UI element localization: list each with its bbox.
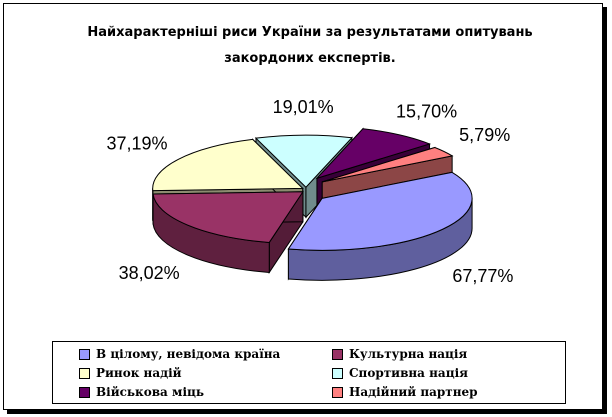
legend-label: Ринок надій [96,366,182,380]
pie-slice [152,190,304,275]
chart-title-line-2: закордоних експертів. [224,51,396,66]
legend-item: Військова міць [79,385,204,399]
legend-swatch [79,348,90,360]
legend-swatch [332,348,343,360]
pie-slice-top [315,128,432,180]
legend: В цілому, невідома країна Культурна наці… [52,341,566,404]
legend-swatch [332,367,343,379]
legend-item: В цілому, невідома країна [79,347,280,361]
legend-swatch [79,386,90,398]
data-label: 15,70% [396,101,457,121]
legend-swatch [79,367,90,379]
legend-label: В цілому, невідома країна [96,347,281,361]
pie-slice-top [152,191,304,243]
pie-slice-top [287,171,473,251]
legend-label: Військова міць [96,385,205,399]
data-label: 67,77% [452,266,513,286]
legend-item: Культурна нація [332,347,467,361]
legend-label: Культурна нація [349,347,468,361]
legend-swatch [332,386,343,398]
data-label: 38,02% [119,263,180,283]
chart-title-line-1: Найхарактерніші риси України за результа… [87,25,533,40]
pie-slice-top [254,134,353,188]
data-label: 19,01% [273,97,334,117]
legend-item: Надійний партнер [332,385,478,399]
chart-title: Найхарактерніші риси України за результа… [40,20,580,72]
pie-slice [287,171,473,281]
legend-label: Спортивна нація [349,366,468,380]
data-label: 37,19% [106,134,167,154]
legend-item: Ринок надій [79,366,182,380]
legend-label: Надійний партнер [349,385,478,399]
data-label: 5,79% [459,125,510,145]
legend-item: Спортивна нація [332,366,468,380]
pie-slice-top [322,146,454,183]
pie-slice-top [152,138,304,192]
